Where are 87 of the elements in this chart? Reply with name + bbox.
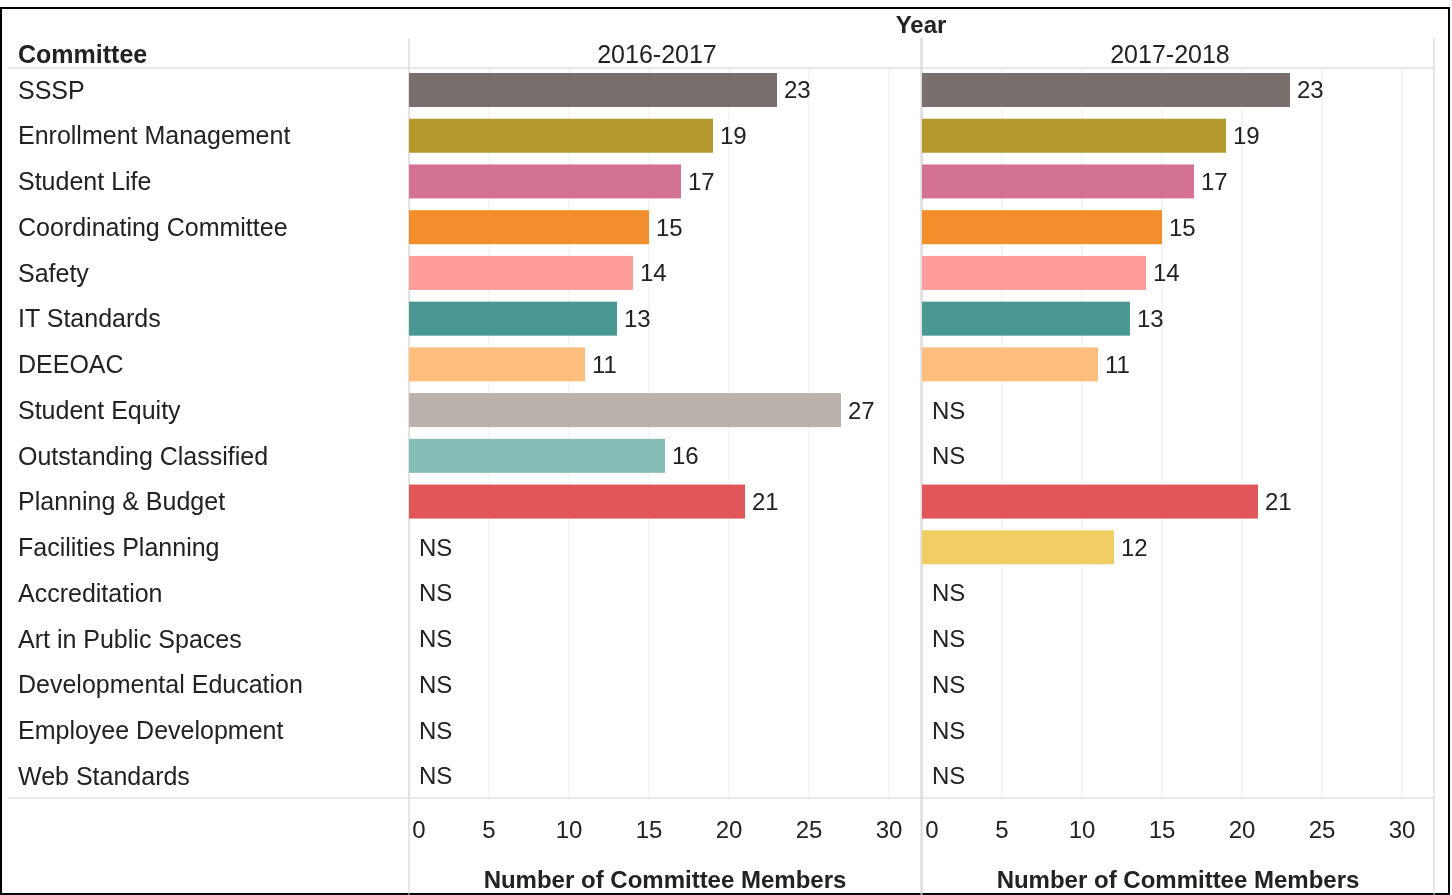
y-tick-label: Planning & Budget (18, 487, 226, 516)
data-label: 27 (848, 396, 875, 424)
text: NS (932, 625, 966, 653)
text: NS (932, 762, 966, 790)
y-tick-label: DEEOAC (18, 350, 124, 379)
bar (922, 301, 1130, 336)
y-tick-label: Web Standards (18, 761, 190, 790)
text: NS (932, 396, 966, 424)
x-tick-label: 5 (995, 816, 1009, 844)
data-label: 23 (784, 76, 811, 104)
data-label: 17 (688, 167, 715, 195)
y-tick-label: Facilities Planning (18, 533, 220, 562)
y-tick-label: Enrollment Management (18, 121, 291, 150)
bar (409, 393, 841, 428)
text: NS (932, 579, 966, 607)
text: NS (419, 762, 453, 790)
x-tick-label: 10 (555, 816, 583, 844)
text: NS (419, 533, 453, 561)
data-label: 16 (672, 442, 699, 470)
bar (922, 255, 1146, 290)
bar (409, 210, 649, 245)
chart-title: 2017-2018 (1110, 39, 1230, 68)
x-tick-label: 10 (1068, 816, 1096, 844)
text: NS (932, 670, 966, 698)
data-label: 11 (1105, 350, 1130, 378)
x-tick-label: 0 (925, 816, 939, 844)
chart-title: 2016-2017 (597, 39, 717, 68)
data-label: 21 (1265, 487, 1292, 515)
x-tick-label: 5 (482, 816, 496, 844)
bar (409, 484, 745, 519)
y-tick-label: Art in Public Spaces (18, 624, 242, 653)
y-tick-label: Safety (18, 258, 90, 287)
y-tick-label: Student Life (18, 167, 152, 196)
y-tick-label: SSSP (18, 75, 85, 104)
bar (922, 530, 1114, 565)
data-label: 19 (720, 122, 747, 150)
x-axis-title: Number of Committee Members (483, 866, 847, 894)
y-tick-label: Coordinating Committee (18, 212, 288, 241)
text: NS (932, 716, 966, 744)
x-axis-title: Number of Committee Members (996, 866, 1360, 894)
x-tick-label: 15 (1148, 816, 1176, 844)
y-axis-title: Committee (18, 39, 148, 68)
data-label: 15 (656, 213, 683, 241)
text: NS (419, 716, 453, 744)
bar (409, 255, 633, 290)
x-tick-label: 15 (635, 816, 663, 844)
bar (409, 438, 665, 473)
data-label: 13 (624, 305, 651, 333)
bar (409, 118, 713, 153)
bar (922, 118, 1226, 153)
bar (922, 347, 1098, 382)
data-label: 14 (640, 259, 667, 287)
bar (922, 484, 1258, 519)
data-label: 23 (1297, 76, 1324, 104)
x-tick-label: 20 (1228, 816, 1256, 844)
y-tick-label: Accreditation (18, 578, 163, 607)
text: NS (419, 625, 453, 653)
data-label: 14 (1153, 259, 1180, 287)
data-label: 15 (1169, 213, 1196, 241)
y-tick-label: Employee Development (18, 715, 284, 744)
y-tick-label: Outstanding Classified (18, 441, 269, 470)
bar (409, 347, 585, 382)
data-label: 13 (1137, 305, 1164, 333)
bar (922, 73, 1290, 107)
x-tick-label: 20 (715, 816, 743, 844)
bar (409, 301, 617, 336)
data-label: 21 (752, 487, 779, 515)
text: NS (932, 442, 966, 470)
data-label: 19 (1233, 122, 1260, 150)
text: Year (895, 11, 947, 39)
y-tick-label: Student Equity (18, 395, 182, 424)
x-tick-label: 30 (1388, 816, 1416, 844)
y-tick-label: Developmental Education (18, 670, 303, 699)
x-tick-label: 25 (795, 816, 823, 844)
bar (409, 73, 777, 107)
bar (922, 210, 1162, 245)
bar (409, 164, 681, 199)
data-label: 12 (1121, 533, 1148, 561)
x-tick-label: 0 (412, 816, 426, 844)
text: NS (419, 579, 453, 607)
x-tick-label: 25 (1308, 816, 1336, 844)
text: NS (419, 670, 453, 698)
y-tick-label: IT Standards (18, 304, 161, 333)
bar (922, 164, 1194, 199)
data-label: 11 (592, 350, 617, 378)
data-label: 17 (1201, 167, 1228, 195)
x-tick-label: 30 (875, 816, 903, 844)
